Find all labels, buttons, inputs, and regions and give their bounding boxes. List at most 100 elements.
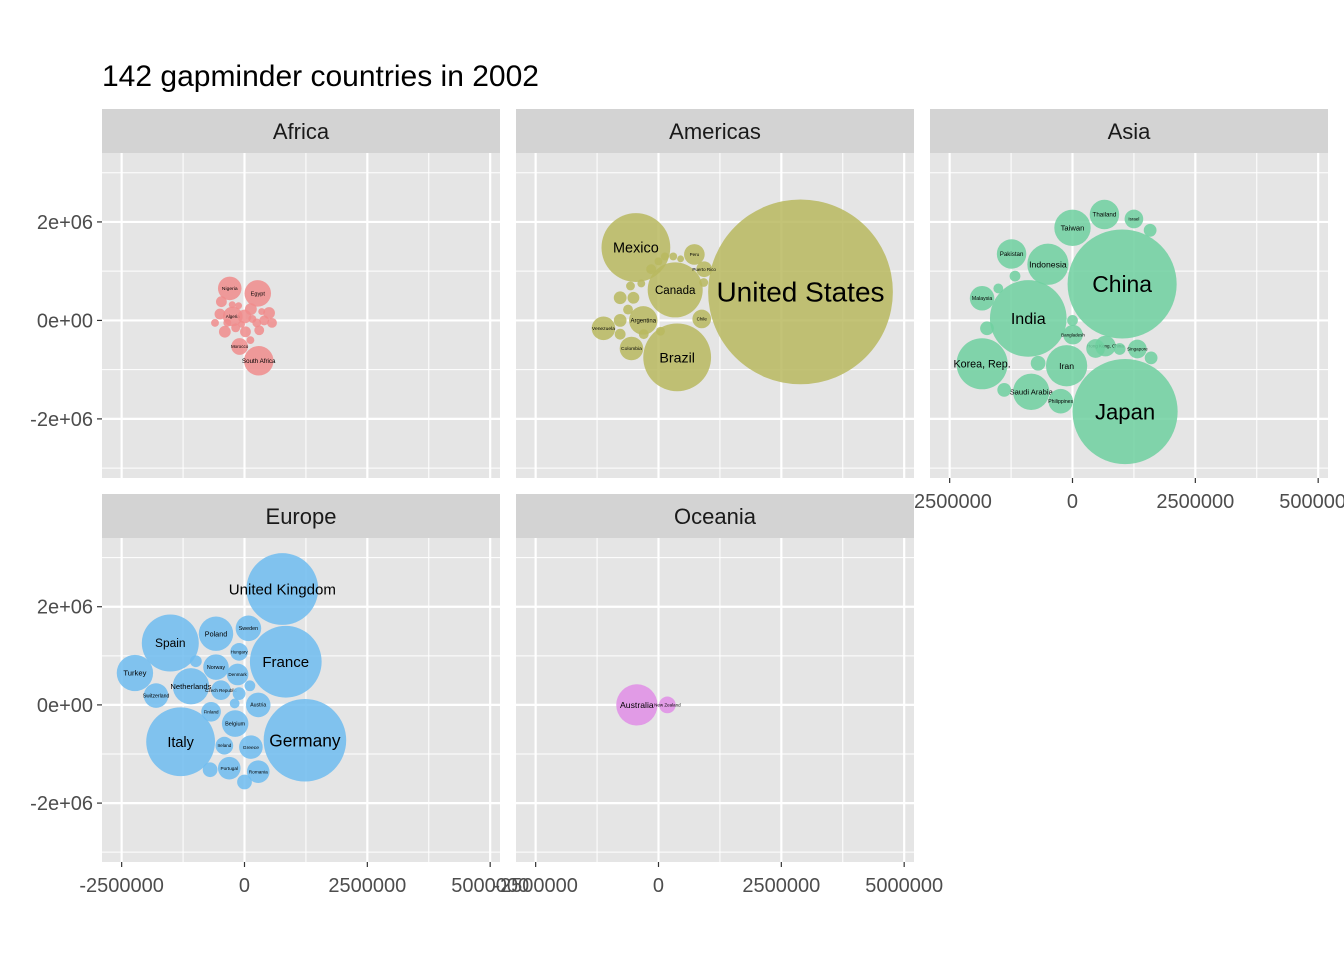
bubble-france — [249, 625, 322, 698]
bubble-label-brazil: Brazil — [659, 350, 695, 366]
bubble-label-bangladesh: Bangladesh — [1061, 332, 1085, 337]
bubble-label-china: China — [1092, 271, 1152, 297]
bubble-sweden — [235, 615, 262, 642]
bubble-label-pakistan: Pakistan — [1000, 251, 1024, 258]
bubble-pakistan — [996, 239, 1027, 269]
bubble-colombia — [619, 336, 644, 361]
bubble-romania — [246, 760, 270, 783]
bubble-label-poland: Poland — [205, 629, 227, 638]
bubble-taiwan — [1054, 209, 1091, 247]
bubble — [231, 323, 241, 333]
bubble — [626, 281, 635, 291]
bubble — [238, 320, 245, 328]
strip-americas — [516, 109, 914, 153]
bubble — [1067, 315, 1078, 326]
bubble-morocco — [231, 338, 248, 355]
bubble-singapore — [1128, 339, 1147, 359]
bubble-label-ireland: Ireland — [217, 743, 231, 748]
bubble-philippines — [1048, 388, 1073, 414]
bubble-label-taiwan: Taiwan — [1061, 224, 1085, 233]
strip-asia — [930, 109, 1328, 153]
bubble — [235, 302, 243, 310]
bubble-label-japan: Japan — [1095, 399, 1155, 424]
bubble-argentina — [629, 306, 658, 335]
bubble-label-belgium: Belgium — [225, 722, 245, 728]
bubble-switzerland — [143, 683, 169, 708]
x-tick-label: 5000000 — [1279, 491, 1344, 513]
bubble-venezuela — [591, 316, 616, 341]
bubble-label-venezuela: Venezuela — [592, 326, 615, 332]
bubbles-americas: United States Mexico Canada Brazil Argentina… — [591, 199, 893, 392]
bubble-czech-republic — [211, 680, 231, 701]
bubble-egypt — [244, 280, 272, 307]
panel-background — [516, 538, 914, 862]
strip-label-asia: Asia — [1108, 119, 1152, 144]
x-tick-label: 5000000 — [865, 875, 943, 897]
bubble-label-sweden: Sweden — [239, 626, 258, 632]
bubble — [189, 655, 202, 668]
bubble-italy — [146, 707, 216, 777]
bubble-malaysia — [969, 285, 995, 311]
bubble-label-mexico: Mexico — [613, 241, 659, 257]
bubble-label-egypt: Egypt — [251, 291, 266, 297]
bubble — [244, 680, 256, 692]
bubble — [646, 264, 657, 275]
bubble-hungary — [230, 643, 248, 661]
bubble — [1143, 223, 1157, 237]
bubble-israel — [1124, 209, 1144, 229]
bubble-label-czech-republic: Czech Republic — [205, 688, 237, 693]
bubble-china — [1067, 229, 1177, 339]
y-tick-label: -2e+06 — [30, 793, 93, 815]
bubble-bangladesh — [1063, 324, 1083, 345]
bubble-label-norway: Norway — [207, 665, 225, 671]
bubble-label-philippines: Philippines — [1048, 399, 1073, 405]
strip-label-americas: Americas — [669, 119, 761, 144]
bubble — [211, 318, 219, 327]
bubble-label-algeria: Algeria — [226, 314, 241, 319]
strip-africa — [102, 109, 500, 153]
y-tick-label: 0e+00 — [37, 310, 93, 332]
x-tick-label: 0 — [239, 875, 250, 897]
panel-americas: Americas United States Mexico Canada Brazil A… — [516, 109, 914, 478]
bubble-label-germany: Germany — [269, 730, 341, 750]
bubble — [202, 762, 218, 778]
bubble-chile — [692, 309, 712, 329]
bubble-korea-rep — [956, 338, 1008, 390]
x-tick-label: 0 — [1067, 491, 1078, 513]
x-tick-label: -2500000 — [907, 491, 992, 513]
bubble — [248, 315, 257, 323]
bubble-label-malaysia: Malaysia — [972, 296, 992, 302]
bubble — [997, 382, 1012, 397]
bubble — [980, 321, 994, 336]
bubble-label-saudi-arabia: Saudi Arabia — [1010, 387, 1054, 396]
bubble — [218, 325, 231, 338]
y-tick-label: 0e+00 — [37, 695, 93, 717]
bubble-portugal — [217, 756, 241, 780]
bubble-label-iran: Iran — [1059, 361, 1074, 371]
bubble — [993, 283, 1004, 294]
x-tick-label: 2500000 — [1156, 491, 1234, 513]
bubble — [229, 698, 240, 709]
panel-oceania: Oceania Australia New Zealand -2500000 0 2500… — [493, 494, 943, 897]
strip-label-oceania: Oceania — [674, 504, 757, 529]
bubble-peru — [684, 244, 705, 265]
bubble — [1144, 351, 1158, 365]
bubble-label-singapore: Singapore — [1127, 347, 1148, 352]
bubble-norway — [203, 654, 229, 680]
bubble-label-indonesia: Indonesia — [1029, 259, 1067, 269]
bubble-indonesia — [1027, 243, 1069, 285]
bubble-germany — [263, 698, 347, 782]
bubble — [215, 296, 227, 308]
bubble — [244, 303, 257, 315]
bubble — [228, 301, 236, 309]
x-tick-label: -2500000 — [79, 875, 164, 897]
bubble-label-india: India — [1011, 310, 1046, 328]
bubble — [267, 317, 277, 328]
bubble-label-colombia: Colombia — [621, 346, 642, 352]
bubble-label-denmark: Denmark — [228, 672, 247, 677]
bubble-label-hungary: Hungary — [231, 649, 249, 654]
bubble-label-spain: Spain — [155, 636, 186, 650]
bubble — [627, 291, 640, 304]
bubble-nigeria — [217, 276, 242, 301]
